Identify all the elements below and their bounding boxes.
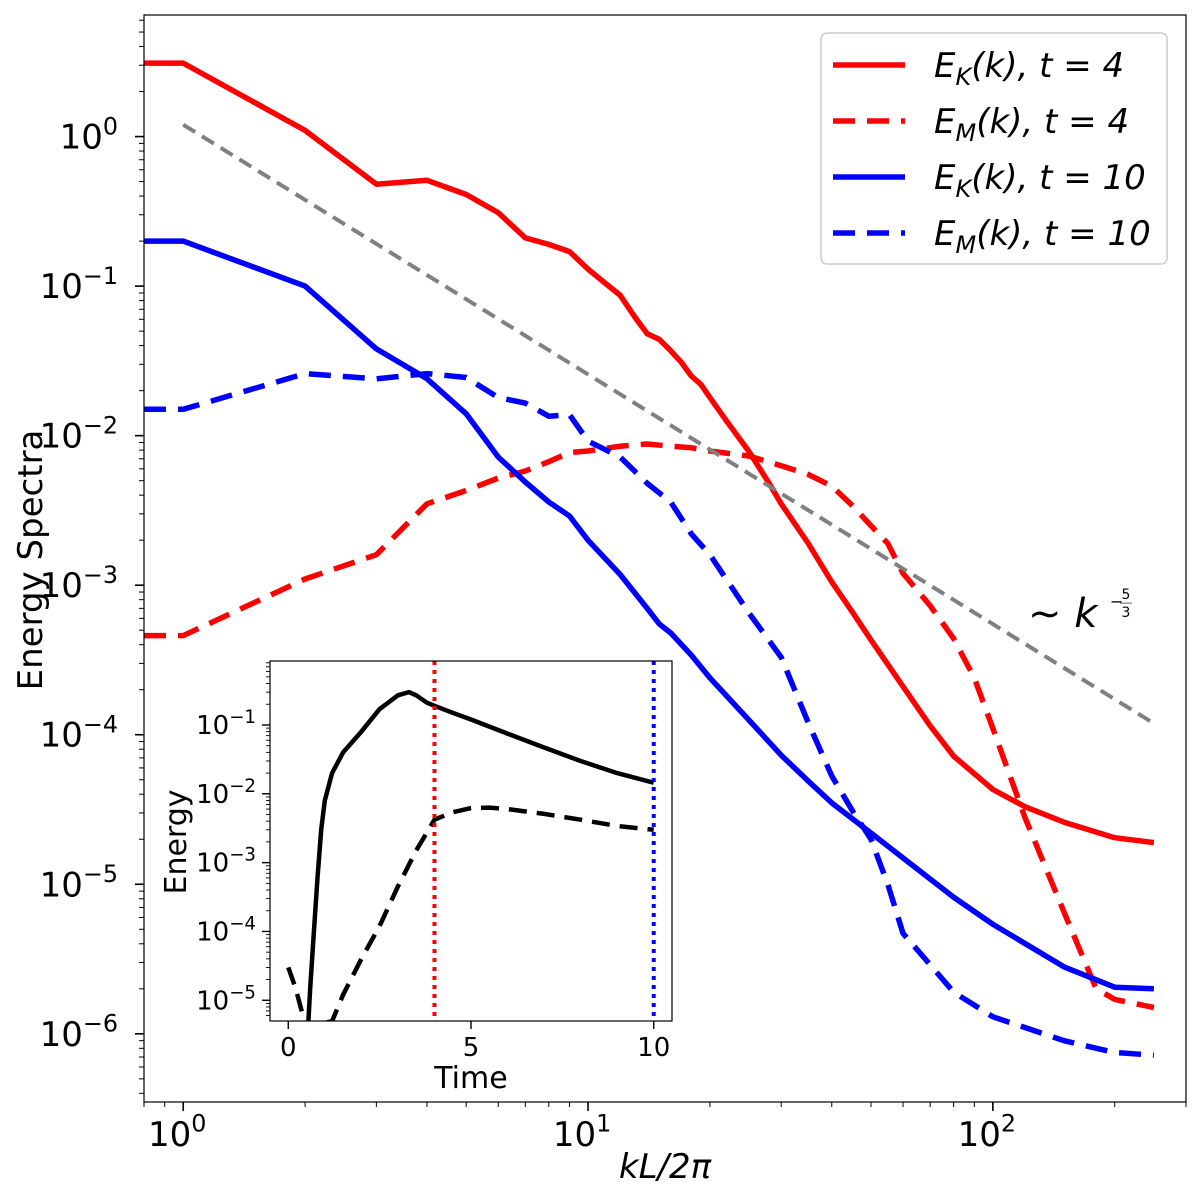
y-tick-label: 10−3: [40, 561, 118, 606]
legend-subscript: K: [955, 63, 973, 91]
inset-background: [270, 661, 672, 1021]
inset-x-tick-label: 0: [280, 1033, 297, 1063]
legend-symbol: E: [934, 158, 956, 198]
inset-y-axis-title: Energy: [159, 789, 194, 894]
inset-y-tick-label-base: 10: [196, 917, 229, 947]
y-tick-label-base: 10: [60, 118, 103, 158]
legend-symbol: E: [934, 102, 956, 142]
x-tick-label: 100: [148, 1110, 206, 1155]
inset-series-line-1: [286, 805, 654, 1021]
series-line-2: [144, 238, 1155, 992]
inset-y-tick-label-exp: −2: [229, 776, 256, 797]
inset-y-tick-label-exp: −3: [229, 845, 256, 866]
y-tick-label-exp: −5: [83, 860, 118, 888]
legend-subscript: M: [955, 231, 976, 259]
inset-y-tick-label-base: 10: [196, 711, 229, 741]
inset-x-tick-label: 5: [463, 1033, 480, 1063]
slope-annotation-numerator: 5: [1122, 587, 1131, 603]
series-line-1: [144, 441, 1155, 1011]
x-axis-title: kL/2π: [619, 1147, 712, 1187]
x-tick-label-base: 10: [148, 1115, 191, 1155]
inset-y-tick-label: 10−5: [196, 982, 256, 1016]
inset-y-tick-label: 10−2: [196, 776, 256, 810]
x-tick-label: 102: [958, 1110, 1016, 1155]
x-tick-label-exp: 0: [191, 1110, 206, 1138]
inset-y-tick-label-base: 10: [196, 849, 229, 879]
slope-annotation-minus: −: [1110, 592, 1123, 611]
legend-argument: (k), t = 10: [971, 158, 1146, 198]
y-tick-label-base: 10: [40, 267, 83, 307]
main-series-group: [144, 60, 1155, 1058]
y-tick-label-exp: −6: [83, 1010, 118, 1038]
inset-y-tick-label-exp: −4: [229, 914, 256, 935]
y-tick-label-exp: 0: [103, 112, 118, 140]
x-tick-label-exp: 1: [596, 1110, 611, 1138]
inset-series-line-0: [306, 689, 655, 1021]
inset-y-tick-label: 10−4: [196, 914, 256, 948]
y-tick-label: 10−5: [40, 860, 118, 905]
legend-label-2: EK(k), t = 10: [934, 158, 1146, 203]
legend: EK(k), t = 4EM(k), t = 4EK(k), t = 10EM(…: [820, 32, 1168, 265]
x-tick-label-base: 10: [553, 1115, 596, 1155]
legend-subscript: M: [955, 119, 976, 147]
y-tick-label-exp: −1: [83, 262, 118, 290]
y-axis-title: Energy Spectra: [11, 430, 51, 691]
inset-y-tick-label-exp: −5: [229, 982, 256, 1003]
y-tick-label: 10−2: [40, 411, 118, 456]
inset-y-tick-label: 10−1: [196, 707, 256, 741]
y-tick-label-exp: −3: [83, 561, 118, 589]
inset-series-group: [286, 661, 656, 1021]
series-line-3: [144, 370, 1155, 1058]
legend-argument: (k), t = 4: [976, 102, 1129, 142]
slope-annotation: ∼ k: [1028, 591, 1099, 637]
y-tick-label: 10−1: [40, 262, 118, 307]
inset-y-tick-label-base: 10: [196, 780, 229, 810]
legend-label-1: EM(k), t = 4: [934, 102, 1129, 147]
main-plot-frame: [143, 14, 1187, 1103]
legend-subscript: K: [955, 175, 973, 203]
y-tick-label: 10−6: [40, 1010, 118, 1055]
x-tick-label-base: 10: [958, 1115, 1001, 1155]
legend-box: [820, 32, 1168, 265]
slope-annotation-denominator: 3: [1122, 605, 1131, 621]
y-tick-label-base: 10: [40, 566, 83, 606]
inset-y-tick-label-exp: −1: [229, 707, 256, 728]
inset-y-tick-label-base: 10: [196, 986, 229, 1016]
legend-label-0: EK(k), t = 4: [934, 46, 1124, 91]
y-tick-label-base: 10: [40, 865, 83, 905]
y-tick-label-exp: −4: [83, 710, 118, 738]
y-tick-label: 100: [60, 112, 118, 157]
legend-symbol: E: [934, 214, 956, 254]
inset-y-tick-label: 10−3: [196, 845, 256, 879]
y-tick-label: 10−4: [40, 710, 118, 755]
legend-argument: (k), t = 4: [971, 46, 1124, 86]
x-tick-label-exp: 2: [1001, 1110, 1016, 1138]
series-line-0: [144, 60, 1155, 846]
y-tick-label-base: 10: [40, 1015, 83, 1055]
x-tick-label: 101: [553, 1110, 611, 1155]
legend-argument: (k), t = 10: [976, 214, 1151, 254]
y-tick-label-base: 10: [40, 716, 83, 756]
inset-x-axis-title: Time: [433, 1061, 507, 1096]
y-tick-label-base: 10: [40, 417, 83, 457]
reference-slope-line: [182, 122, 1155, 726]
legend-symbol: E: [934, 46, 956, 86]
legend-label-3: EM(k), t = 10: [934, 214, 1151, 259]
y-tick-label-exp: −2: [83, 411, 118, 439]
inset-x-tick-label: 10: [637, 1033, 670, 1063]
